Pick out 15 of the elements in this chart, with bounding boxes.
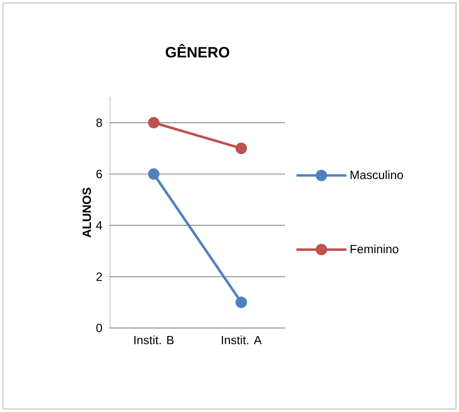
point xyxy=(148,116,160,128)
y-axis-title: ALUNOS xyxy=(82,188,91,238)
chart-title: GÊNERO xyxy=(166,44,230,58)
y-tick-label: 2 xyxy=(96,272,102,281)
legend-label: Masculino xyxy=(350,170,403,180)
x-tick-label: Instit. B xyxy=(134,336,174,344)
x-tick-label: Instit. A xyxy=(222,336,262,344)
point xyxy=(236,142,247,154)
y-tick-label: 8 xyxy=(96,118,102,127)
y-tick-label: 6 xyxy=(96,170,102,178)
point xyxy=(148,168,160,180)
point xyxy=(236,296,247,308)
y-tick-label: 4 xyxy=(96,221,102,230)
y-tick-label: 0 xyxy=(96,324,102,332)
legend-label: Feminino xyxy=(350,244,398,254)
